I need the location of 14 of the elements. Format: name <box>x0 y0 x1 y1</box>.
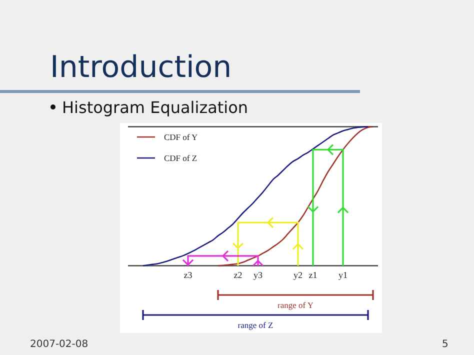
text: range of Z <box>238 320 274 330</box>
text: 5 <box>442 339 448 350</box>
x-tick-label: y3 <box>254 270 263 280</box>
x-tick-label: z3 <box>184 270 193 280</box>
text: 2007-02-08 <box>30 339 88 350</box>
x-tick-label: y2 <box>294 270 302 280</box>
chart-title: Introduction <box>50 50 232 85</box>
chart-subtitle: Histogram Equalization <box>62 98 248 117</box>
text: range of Y <box>277 300 314 310</box>
x-tick-label: z1 <box>308 270 318 280</box>
legend-label: CDF of Z <box>164 153 198 163</box>
x-tick-label: y1 <box>338 270 348 280</box>
x-tick-label: z2 <box>234 270 242 280</box>
legend-label: CDF of Y <box>164 132 198 142</box>
